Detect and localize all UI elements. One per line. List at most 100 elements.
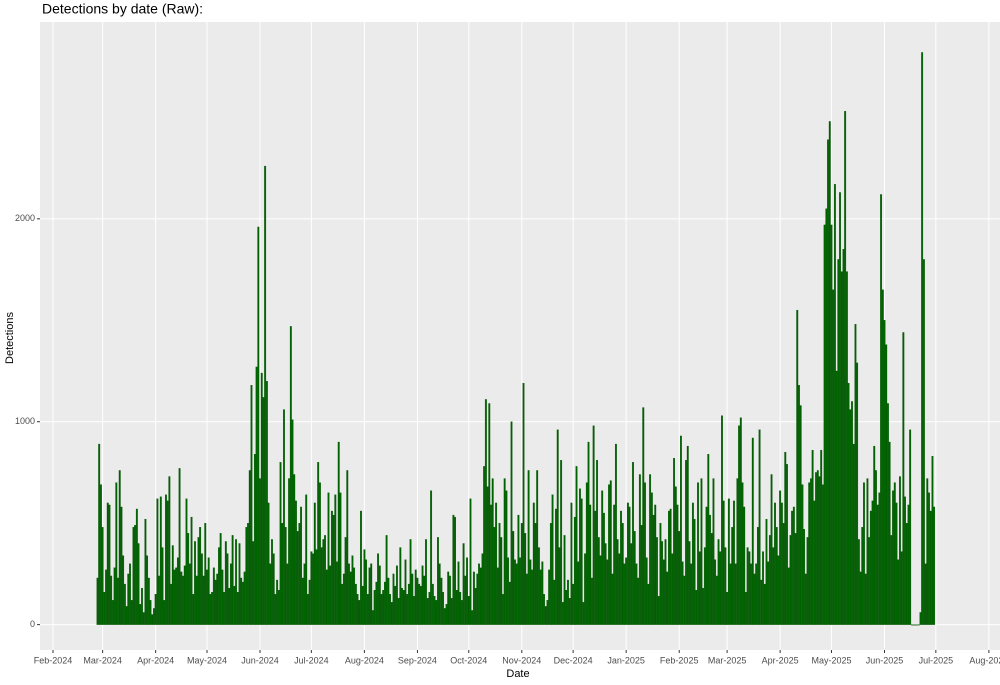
bar [194,541,196,625]
bar [459,592,462,625]
x-axis-title: Date [506,668,529,680]
bar [265,380,268,625]
bar [474,587,477,625]
bar [510,421,513,625]
bar [300,506,303,625]
bar [170,583,172,625]
bar [688,541,691,625]
bar [584,553,587,625]
bar [202,575,205,625]
bar [662,559,665,625]
bar [219,533,222,625]
bar [491,478,494,625]
bar [885,344,888,625]
bar [455,589,458,625]
bar [714,559,717,625]
bar [373,589,376,625]
bar [782,523,785,625]
bar [488,403,491,625]
bar [883,320,886,625]
bar [106,502,109,625]
bar [748,551,751,625]
bar [115,482,118,625]
bar [156,498,159,625]
bar [551,494,554,625]
bar [606,559,609,625]
bar [863,482,865,625]
bar [146,555,149,625]
bar [649,474,652,625]
bar [787,567,790,625]
bar [358,600,361,625]
x-tick-label: May-2024 [187,655,227,665]
bar [320,547,323,625]
bar [496,567,499,625]
bar [467,596,470,625]
bar [332,514,335,625]
bar [597,537,600,625]
bar [840,271,843,625]
bar [380,594,383,625]
bar [264,165,267,625]
bar [679,435,682,625]
bar [746,547,749,625]
bar [561,602,564,625]
bar [673,458,675,625]
chart-title: Detections by date (Raw): [42,1,203,17]
bar [438,563,441,625]
bar [349,571,352,625]
bar [567,579,569,625]
bar [281,523,284,625]
bar [676,504,679,625]
bar [652,514,655,625]
bar [428,592,431,625]
bar [151,614,154,625]
bar [582,602,585,625]
bar [656,537,658,625]
x-tick-label: May-2025 [811,655,851,665]
bar [127,573,130,625]
bar [861,527,864,625]
x-tick-label: Sep-2024 [398,655,437,665]
bar [195,575,198,625]
bar [168,476,171,625]
bar [132,527,135,625]
bar [922,259,925,625]
bar [305,494,308,625]
bar [753,573,756,625]
bar [123,583,126,625]
bar [851,401,853,625]
bar [775,527,778,625]
bar [919,612,922,625]
bar [206,569,208,625]
bar [726,592,729,625]
bar [481,553,484,625]
bar [697,482,699,625]
bar [828,121,831,625]
bar [423,575,426,625]
bar [324,535,326,625]
bar [366,594,369,625]
bar [541,561,544,625]
bar [230,563,232,625]
bar [635,563,638,625]
bar [450,598,453,625]
bar [101,527,104,625]
bar [926,478,929,625]
bar [659,523,662,625]
bar [354,583,357,625]
bar [342,573,345,625]
bar [180,571,183,625]
bar [443,608,446,625]
bar [490,504,492,625]
bar [806,537,809,625]
bar [137,543,140,625]
bar [849,409,852,625]
bar [283,409,285,625]
bar [592,425,595,625]
bar [852,443,855,625]
bar [772,547,775,625]
bar [211,592,214,625]
x-tick-label: Jul-2024 [294,655,329,665]
bar [389,594,391,625]
